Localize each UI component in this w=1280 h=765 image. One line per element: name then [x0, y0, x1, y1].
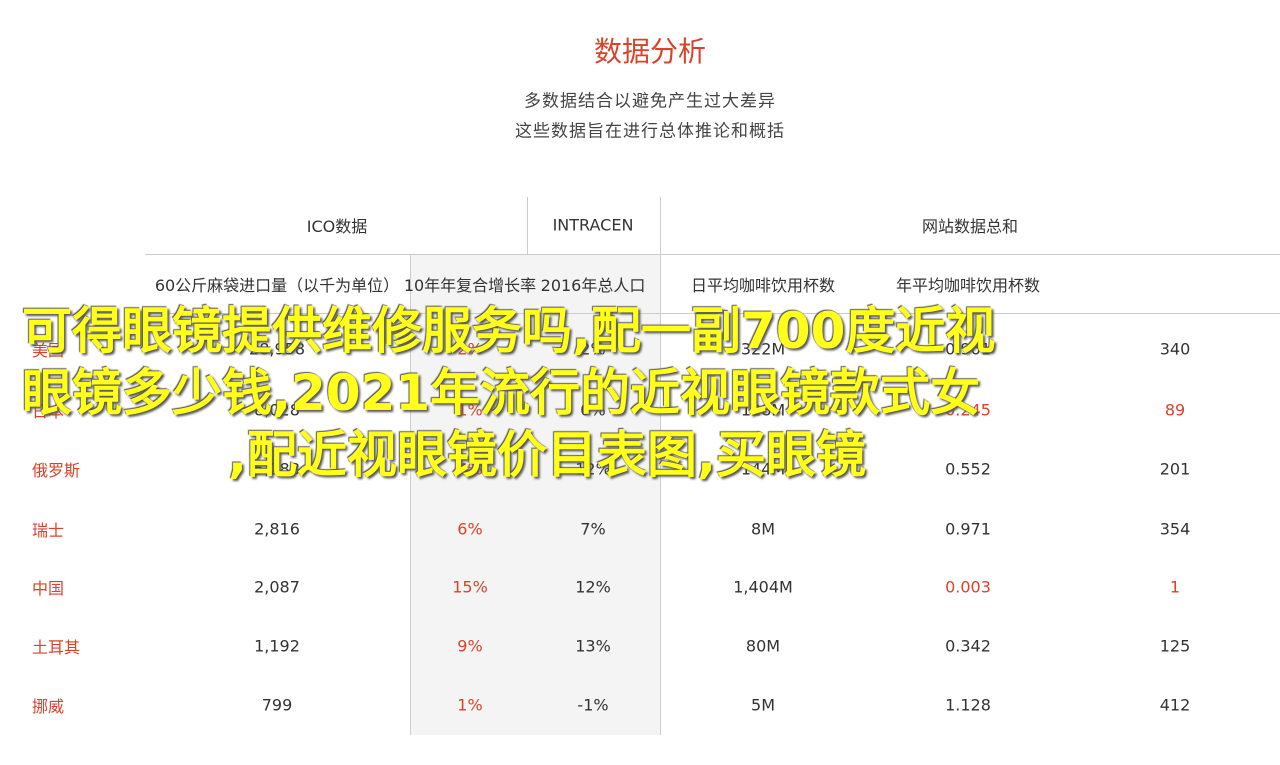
subtitle: 多数据结合以避免产生过大差异	[524, 91, 776, 112]
cell: 125	[1159, 636, 1191, 656]
column-header: 10年年复合增长率	[403, 276, 537, 295]
row-label: 美国	[32, 341, 65, 360]
cell: 1%	[457, 400, 483, 420]
cell: 1,192	[254, 636, 300, 656]
cell: 2,816	[254, 519, 300, 539]
row-label: 俄罗斯	[32, 461, 81, 480]
cell: 8,028	[254, 400, 300, 420]
cell: 0.342	[945, 636, 991, 656]
column-header: 年平均咖啡饮用杯数	[895, 276, 1041, 295]
cell: 354	[1159, 519, 1191, 539]
row-label: 土耳其	[32, 638, 81, 657]
cell: 128M	[740, 400, 786, 420]
group-header: ICO数据	[306, 217, 368, 236]
cell: 7%	[580, 519, 606, 539]
row-label: 挪威	[32, 697, 65, 716]
divider	[527, 197, 528, 255]
row-label: 瑞士	[32, 521, 65, 540]
cell: 89	[1164, 400, 1186, 420]
cell: 0.003	[945, 577, 991, 597]
overlay-line: 可得眼镜提供维修服务吗,配一副700度近视	[22, 302, 996, 360]
divider	[145, 254, 1280, 255]
column-header: 2016年总人口	[540, 276, 646, 295]
row-label: 日本	[32, 402, 65, 421]
cell: 6%	[457, 519, 483, 539]
cell: 2,087	[254, 577, 300, 597]
cell: 1,404M	[733, 577, 793, 597]
title: 数据分析	[593, 35, 707, 68]
divider	[660, 197, 661, 735]
cell: 12%	[575, 459, 611, 479]
cell: 15%	[452, 577, 488, 597]
cell: 12%	[575, 577, 611, 597]
cell: 0.245	[945, 400, 991, 420]
column-shade	[410, 255, 660, 735]
cell: -1%	[577, 695, 609, 715]
cell: 0.552	[945, 459, 991, 479]
cell: 0.971	[945, 519, 991, 539]
cell: 0.961	[945, 339, 991, 359]
cell: 1.128	[945, 695, 991, 715]
cell: 144M	[740, 459, 786, 479]
divider	[145, 313, 1280, 314]
cell: 412	[1159, 695, 1191, 715]
column-header: 日平均咖啡饮用杯数	[690, 276, 836, 295]
cell: 5M	[751, 695, 775, 715]
cell: 9%	[457, 636, 483, 656]
subtitle: 这些数据旨在进行总体推论和概括	[515, 121, 785, 142]
group-header: INTRACEN	[552, 215, 634, 235]
cell: 2%	[580, 339, 606, 359]
cell: 80M	[745, 636, 781, 656]
cell: 13%	[575, 636, 611, 656]
cell: 0%	[580, 400, 606, 420]
cell: 340	[1159, 339, 1191, 359]
cell: 2%	[457, 339, 483, 359]
cell: 322M	[740, 339, 786, 359]
cell: 8M	[751, 519, 775, 539]
overlay-line: 眼镜多少钱,2021年流行的近视眼镜款式女	[22, 364, 981, 422]
cell: 1%	[457, 695, 483, 715]
row-label: 中国	[32, 579, 65, 598]
divider	[410, 255, 411, 735]
cell: 5,288	[254, 459, 300, 479]
cell: 1	[1169, 577, 1181, 597]
cell: 28,958	[249, 339, 305, 359]
cell: 4%	[457, 459, 483, 479]
overlay-line: ,配近视眼镜价目表图,买眼镜	[228, 426, 866, 484]
column-header: 60公斤麻袋进口量（以千为单位）	[154, 276, 400, 295]
cell: 201	[1159, 459, 1191, 479]
cell: 799	[261, 695, 293, 715]
group-header: 网站数据总和	[921, 217, 1019, 236]
